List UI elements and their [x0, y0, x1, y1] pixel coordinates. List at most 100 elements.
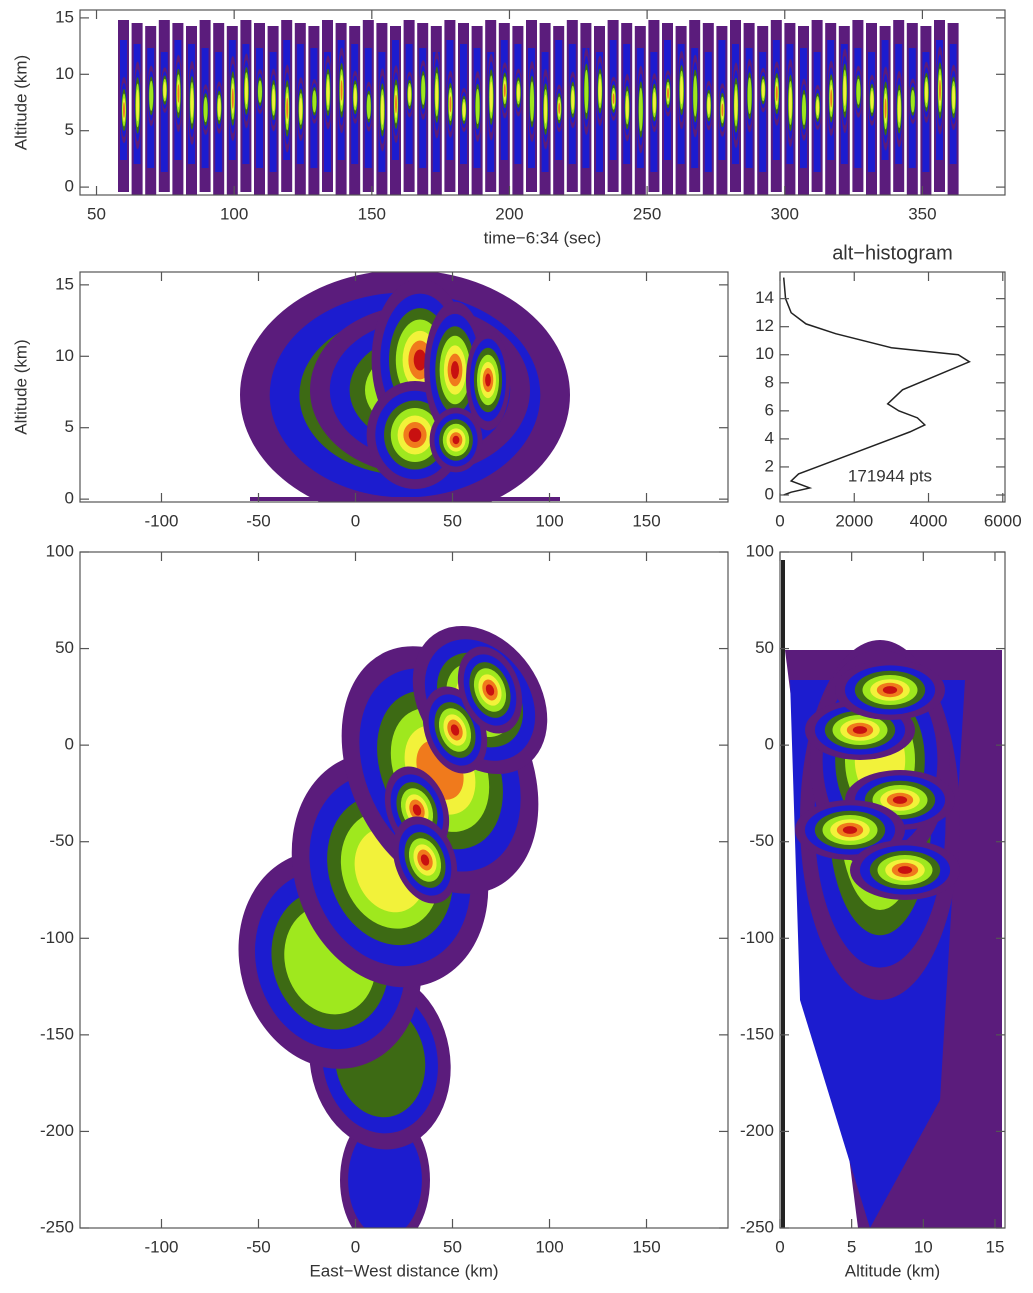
density-cloud — [380, 94, 384, 125]
density-cloud — [843, 75, 847, 107]
y-tick-label: 0 — [65, 489, 74, 508]
x-tick-label: 2000 — [835, 511, 873, 530]
density-cloud — [721, 103, 724, 117]
chart-title: alt−histogram — [832, 242, 953, 264]
x-tick-label: 250 — [633, 204, 661, 223]
y-tick-label: -50 — [49, 831, 74, 850]
density-cloud — [530, 81, 534, 122]
density-cloud — [897, 866, 913, 874]
density-cloud — [910, 89, 915, 113]
density-cloud — [408, 86, 412, 103]
density-cloud — [353, 87, 357, 107]
y-axis-title: Altitude (km) — [11, 55, 30, 150]
density-cloud — [217, 98, 221, 117]
density-cloud — [312, 90, 317, 113]
y-tick-label: -200 — [40, 1121, 74, 1140]
density-cloud — [485, 373, 491, 387]
plot-frame — [779, 271, 1006, 503]
density-cloud — [625, 95, 629, 120]
y-tick-label: 100 — [46, 541, 74, 560]
density-cloud — [734, 89, 738, 121]
x-tick-label: 50 — [443, 1237, 462, 1256]
density-cloud — [516, 83, 520, 102]
density-cloud — [544, 94, 548, 124]
density-cloud — [408, 427, 422, 443]
y-tick-label: 0 — [65, 735, 74, 754]
density-cloud — [203, 96, 208, 123]
density-cloud — [924, 81, 928, 104]
density-cloud — [395, 94, 397, 114]
density-cloud — [489, 81, 493, 113]
y-tick-label: 10 — [755, 344, 774, 363]
density-cloud — [788, 87, 792, 119]
density-cloud — [435, 78, 439, 111]
y-tick-label: -100 — [40, 928, 74, 947]
y-tick-label: 50 — [55, 638, 74, 657]
density-cloud — [667, 87, 669, 99]
y-tick-label: 2 — [765, 456, 774, 475]
density-cloud — [598, 78, 602, 104]
density-cloud — [366, 94, 371, 120]
density-cloud — [852, 726, 868, 734]
x-tick-label: 100 — [220, 204, 248, 223]
y-tick-label: 15 — [55, 7, 74, 26]
y-tick-label: 10 — [55, 346, 74, 365]
density-cloud — [420, 854, 430, 866]
y-tick-label: 14 — [755, 288, 774, 307]
y-tick-label: -250 — [40, 1217, 74, 1236]
density-cloud — [882, 686, 898, 694]
x-axis-title: Altitude (km) — [845, 1261, 940, 1280]
x-tick-label: 300 — [771, 204, 799, 223]
density-cloud — [149, 80, 154, 111]
density-cloud — [475, 88, 480, 125]
density-cloud — [250, 497, 560, 501]
x-tick-label: 350 — [908, 204, 936, 223]
x-tick-label: 200 — [495, 204, 523, 223]
density-cloud — [802, 94, 806, 126]
density-cloud — [638, 87, 643, 132]
y-tick-label: 100 — [746, 541, 774, 560]
density-cloud — [348, 1122, 422, 1228]
x-tick-label: 4000 — [910, 511, 948, 530]
density-layer — [118, 20, 959, 195]
density-cloud — [136, 89, 140, 122]
density-cloud — [693, 75, 698, 117]
density-layer — [781, 560, 1002, 1228]
x-tick-label: -50 — [246, 1237, 271, 1256]
density-cloud — [707, 96, 711, 115]
density-cloud — [177, 84, 180, 103]
density-cloud — [326, 79, 330, 106]
density-cloud — [939, 79, 941, 102]
density-cloud — [485, 684, 495, 696]
plot-frame — [779, 551, 1006, 1229]
x-tick-label: 150 — [632, 1237, 660, 1256]
y-tick-label: 6 — [765, 400, 774, 419]
density-cloud — [244, 77, 248, 105]
x-tick-label: 100 — [535, 1237, 563, 1256]
annotation: 171944 pts — [848, 466, 932, 485]
x-tick-label: 0 — [351, 511, 360, 530]
density-cloud — [412, 804, 422, 816]
y-tick-label: -250 — [740, 1217, 774, 1236]
density-cloud — [892, 796, 908, 804]
density-cloud — [340, 80, 343, 101]
density-cloud — [452, 435, 460, 445]
density-cloud — [258, 80, 262, 103]
density-cloud — [761, 82, 765, 99]
x-tick-label: -100 — [144, 1237, 178, 1256]
y-tick-label: 5 — [65, 120, 74, 139]
y-tick-label: 5 — [65, 417, 74, 436]
density-cloud — [884, 98, 887, 119]
density-cloud — [781, 560, 785, 1228]
y-tick-label: 15 — [55, 274, 74, 293]
x-tick-label: 0 — [775, 1237, 784, 1256]
density-layer — [238, 625, 548, 1228]
density-cloud — [503, 83, 506, 98]
density-cloud — [413, 349, 427, 371]
density-cloud — [856, 78, 861, 105]
density-cloud — [747, 77, 752, 115]
y-axis-title: Altitude (km) — [11, 339, 30, 434]
histogram-line — [782, 277, 971, 496]
y-tick-label: 4 — [765, 428, 774, 447]
